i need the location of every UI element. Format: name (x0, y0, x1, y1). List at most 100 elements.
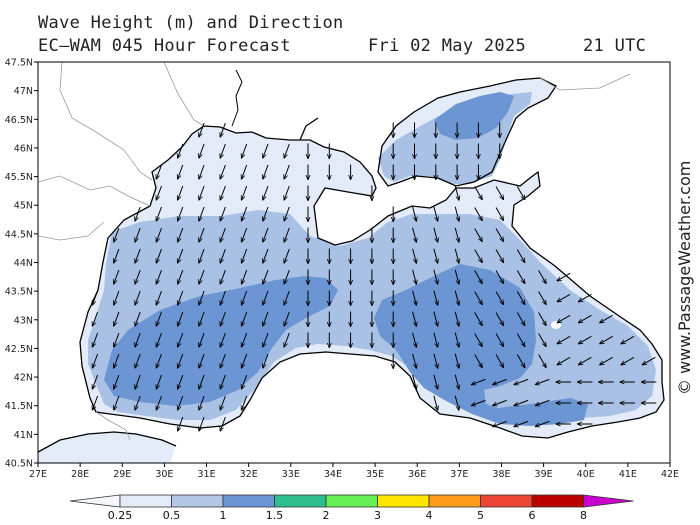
wave-direction-arrow (454, 332, 459, 347)
wave-direction-arrow (412, 374, 417, 389)
wave-direction-arrow (514, 378, 529, 384)
wave-direction-arrow (578, 314, 592, 323)
wave-direction-arrow (474, 207, 483, 221)
lat-tick-label: 46N (14, 143, 33, 154)
legend-swatch (222, 494, 275, 508)
wave-direction-arrow (454, 185, 459, 200)
wave-direction-arrow (114, 374, 120, 389)
wave-direction-arrow (495, 228, 504, 242)
forecast-date: Fri 02 May 2025 (368, 36, 527, 56)
wave-direction-arrow (495, 207, 504, 221)
wave-direction-arrow (454, 206, 459, 221)
wave-direction-arrow (642, 356, 656, 365)
wave-direction-arrow (433, 227, 438, 242)
wave-direction-arrow (284, 311, 290, 326)
wave-direction-arrow (199, 353, 205, 368)
lat-tick-label: 47N (14, 86, 33, 97)
wave-direction-arrow (474, 270, 483, 284)
legend-label: 6 (529, 509, 536, 522)
wave-direction-arrow (114, 290, 120, 305)
wave-direction-arrow (433, 374, 438, 389)
wave-direction-arrow (199, 248, 205, 263)
coastline (38, 69, 665, 453)
wave-direction-arrow (538, 312, 547, 326)
wave-direction-arrow (178, 227, 184, 242)
wave-direction-arrow (495, 333, 504, 347)
lon-tick-label: 30E (155, 469, 173, 480)
wave-direction-arrow (600, 314, 613, 323)
wave-direction-arrow (263, 269, 269, 284)
wave-direction-arrow (493, 399, 507, 405)
wave-direction-arrow (199, 164, 205, 179)
lon-tick-label: 41E (619, 469, 637, 480)
wave-direction-arrow (263, 248, 269, 263)
lon-tick-label: 28E (71, 469, 89, 480)
wave-direction-arrow (220, 164, 226, 179)
wave-direction-arrow (92, 395, 99, 410)
lon-tick-label: 27E (29, 469, 47, 480)
wave-direction-arrow (92, 290, 99, 305)
legend-swatch (274, 494, 327, 508)
wave-direction-arrow (92, 374, 99, 389)
longitude-axis: 27E 28E 29E 30E 31E 32E 33E 34E 35E 36E 37E 38E 39E 4… (29, 463, 679, 480)
wave-direction-arrow (495, 186, 504, 200)
wave-direction-arrow (433, 290, 438, 305)
lat-tick-label: 42.5N (5, 344, 33, 355)
wave-direction-arrow (412, 311, 417, 326)
wave-direction-arrow (535, 420, 550, 426)
wave-direction-arrows (92, 122, 657, 432)
wave-direction-arrow (454, 374, 459, 389)
lon-tick-label: 40E (577, 469, 595, 480)
wave-direction-arrow (474, 312, 483, 326)
wave-direction-arrow (178, 332, 184, 347)
legend-swatch (480, 494, 533, 508)
wave-direction-arrow (557, 356, 571, 365)
wave-direction-arrow (199, 311, 205, 326)
wave-direction-arrow (156, 269, 162, 284)
wave-direction-arrow (454, 269, 459, 284)
lon-tick-label: 31E (197, 469, 215, 480)
wave-direction-arrow (600, 335, 613, 344)
wave-direction-arrow (242, 227, 248, 242)
wave-direction-arrow (516, 186, 525, 200)
wave-direction-arrow (199, 416, 205, 431)
wave-direction-arrow (284, 143, 290, 158)
legend-label: 0.5 (163, 509, 181, 522)
wave-direction-arrow (412, 248, 417, 263)
wave-direction-arrow (412, 227, 417, 242)
wave-direction-arrow (199, 143, 205, 158)
wave-direction-arrow (178, 164, 184, 179)
wave-direction-arrow (114, 332, 120, 347)
wave-direction-arrow (495, 291, 504, 305)
wave-direction-arrow (242, 143, 248, 158)
wave-direction-arrow (284, 185, 290, 200)
wave-direction-arrow (156, 374, 162, 389)
legend-low-arrow (69, 494, 121, 508)
lat-tick-label: 43.5N (5, 287, 33, 298)
wave-direction-arrow (621, 335, 635, 344)
calm-spot (551, 321, 561, 329)
wave-direction-arrow (178, 206, 184, 221)
wave-direction-arrow (92, 332, 99, 347)
wave-direction-arrow (156, 332, 162, 347)
wave-direction-arrow (178, 395, 184, 410)
wave-direction-arrow (114, 227, 120, 242)
legend-label: 8 (580, 509, 587, 522)
wave-direction-arrow (412, 332, 417, 347)
wave-direction-arrow (199, 374, 205, 389)
wave-direction-arrow (454, 290, 459, 305)
lat-tick-label: 44.5N (5, 229, 33, 240)
wave-direction-arrow (263, 332, 269, 347)
wave-direction-arrow (156, 164, 162, 179)
lat-tick-label: 43N (14, 315, 33, 326)
wave-direction-arrow (156, 353, 162, 368)
lat-tick-label: 45.5N (5, 172, 33, 183)
wave-direction-arrow (220, 248, 226, 263)
lon-tick-label: 32E (240, 469, 258, 480)
wave-direction-arrow (135, 332, 141, 347)
wave-direction-arrow (178, 353, 184, 368)
legend-high-arrow (583, 494, 634, 508)
legend-swatch (325, 494, 378, 508)
wave-direction-arrow (178, 248, 184, 263)
